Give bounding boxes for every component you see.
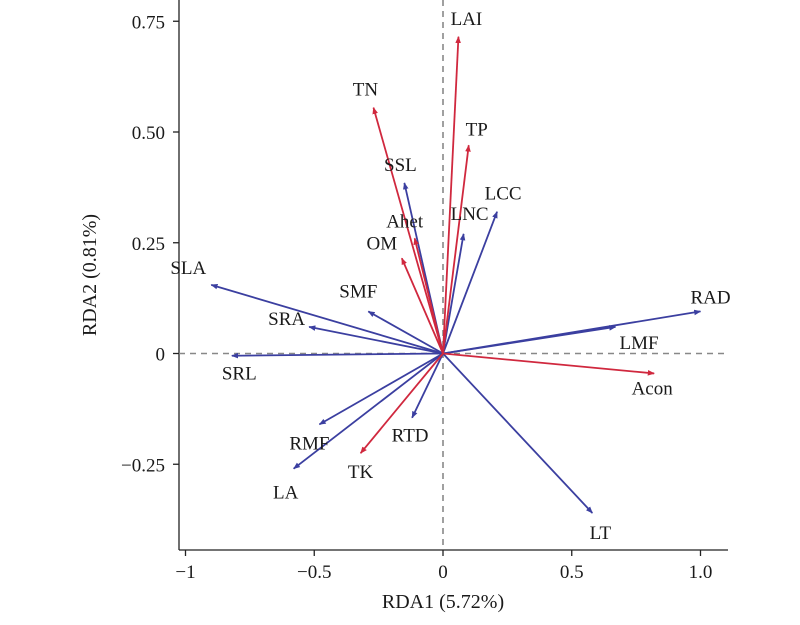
arrow-label-sra: SRA — [268, 309, 305, 330]
arrow-label-tp: TP — [466, 119, 488, 140]
y-ticks: 0.75 0.50 0.25 0 −0.25 — [121, 12, 179, 476]
arrow-tn — [372, 106, 444, 354]
arrow-sla — [210, 283, 444, 355]
arrow-label-lnc: LNC — [451, 204, 489, 225]
x-axis-title: RDA1 (5.72%) — [382, 591, 504, 613]
arrow-label-om: OM — [366, 233, 397, 254]
arrow-label-rmf: RMF — [289, 433, 329, 454]
arrow-label-lcc: LCC — [485, 184, 522, 205]
arrow-label-srl: SRL — [222, 364, 257, 385]
arrow-smf — [367, 310, 444, 355]
arrow-lt — [442, 352, 594, 514]
arrows — [210, 36, 702, 514]
arrow-sra — [308, 325, 444, 355]
reference-lines — [179, 0, 728, 550]
arrow-lnc — [442, 233, 466, 354]
arrow-acon — [442, 352, 655, 376]
arrow-label-rtd: RTD — [392, 426, 429, 447]
arrow-rtd — [411, 353, 444, 419]
x-tick-label: 0.5 — [560, 562, 584, 583]
x-tick-label: −0.5 — [297, 562, 331, 583]
arrow-label-rad: RAD — [690, 287, 730, 308]
arrow-label-sla: SLA — [170, 258, 206, 279]
arrow-srl — [231, 352, 444, 359]
arrow-la — [293, 352, 444, 470]
arrow-rmf — [318, 352, 444, 426]
axes: −1 −0.5 0 0.5 1.0 0.75 0.50 0.25 0 −0.25 — [121, 0, 728, 583]
arrow-label-lmf: LMF — [620, 333, 659, 354]
y-tick-label: 0.75 — [132, 12, 165, 33]
arrow-lai — [442, 36, 461, 354]
arrow-label-la: LA — [273, 483, 299, 504]
arrow-label-acon: Acon — [632, 378, 674, 399]
x-tick-label: 0 — [438, 562, 448, 583]
arrow-lmf — [442, 325, 617, 355]
arrow-tk — [359, 352, 444, 454]
arrow-label-ahet: Ahet — [386, 211, 424, 232]
arrow-ahet — [413, 237, 444, 354]
y-tick-label: 0.25 — [132, 234, 165, 255]
y-tick-label: 0.50 — [132, 123, 165, 144]
arrow-label-ssl: SSL — [384, 155, 417, 176]
arrow-om — [400, 257, 444, 354]
y-tick-label: 0 — [156, 345, 166, 366]
x-tick-label: −1 — [175, 562, 195, 583]
arrow-label-tn: TN — [353, 80, 379, 101]
arrow-label-lt: LT — [590, 523, 612, 544]
arrow-lcc — [442, 211, 498, 354]
y-tick-label: −0.25 — [121, 455, 165, 476]
arrow-label-lai: LAI — [451, 9, 483, 30]
arrow-label-tk: TK — [348, 462, 374, 483]
x-tick-label: 1.0 — [689, 562, 713, 583]
y-axis-title: RDA2 (0.81%) — [79, 214, 101, 336]
x-ticks: −1 −0.5 0 0.5 1.0 — [175, 550, 712, 583]
arrow-label-smf: SMF — [339, 281, 377, 302]
arrow-tp — [442, 144, 471, 354]
